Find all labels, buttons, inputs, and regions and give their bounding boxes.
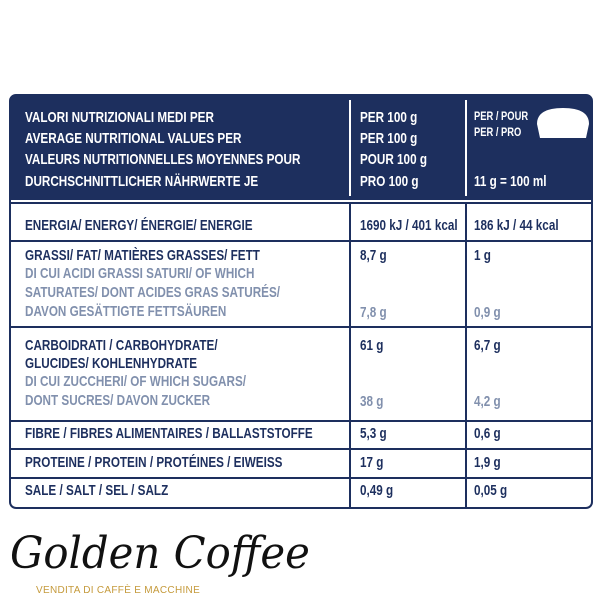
header-unit: PRO 100 g [360,173,419,190]
header-label: VALEURS NUTRITIONNELLES MOYENNES POUR [25,151,301,168]
header-unit: PER 100 g [360,109,418,126]
sub-nutrient-label: DI CUI ACIDI GRASSI SATURI/ OF WHICH [25,265,255,282]
nutrient-label: ENERGIA/ ENERGY/ ÉNERGIE/ ENERGIE [25,217,253,234]
sub-value-per-portion: 0,9 g [474,304,501,321]
value-per-portion: 0,6 g [474,425,501,442]
value-per-portion: 1,9 g [474,454,501,471]
nutrient-label: SALE / SALT / SEL / SALZ [25,482,169,499]
header-label: VALORI NUTRIZIONALI MEDI PER [25,109,214,126]
header-unit: PER 100 g [360,130,418,147]
sub-value-per-100g: 38 g [360,393,384,410]
nutrient-label: FIBRE / FIBRES ALIMENTAIRES / BALLASTSTO… [25,425,313,442]
logo-tagline: VENDITA DI CAFFÈ E MACCHINE [36,585,201,596]
nutrient-label: GLUCIDES/ KOHLENHYDRATE [25,355,198,372]
header-label: AVERAGE NUTRITIONAL VALUES PER [25,130,242,147]
value-per-portion: 0,05 g [474,482,508,499]
value-per-100g: 0,49 g [360,482,394,499]
value-per-portion: 6,7 g [474,337,501,354]
value-per-100g: 17 g [360,454,384,471]
sub-nutrient-label: DI CUI ZUCCHERI/ OF WHICH SUGARS/ [25,373,247,390]
sub-value-per-100g: 7,8 g [360,304,387,321]
value-per-100g: 5,3 g [360,425,387,442]
header-band [10,95,592,200]
sub-nutrient-label: DAVON GESÄTTIGTE FETTSÄUREN [25,303,227,320]
value-per-100g: 1690 kJ / 401 kcal [360,217,458,234]
value-per-portion: 186 kJ / 44 kcal [474,217,559,234]
value-per-portion: 1 g [474,247,491,264]
header-portion: PER / POUR [474,109,529,123]
nutrient-label: PROTEINE / PROTEIN / PROTÉINES / EIWEISS [25,454,283,471]
header-portion: 11 g = 100 ml [474,173,547,190]
sub-nutrient-label: SATURATES/ DONT ACIDES GRAS SATURÉS/ [25,284,281,301]
capsule-icon [537,108,589,138]
logo: Golden Coffee [10,528,310,579]
row-dividers [10,240,592,479]
value-per-100g: 61 g [360,337,384,354]
sub-nutrient-label: DONT SUCRES/ DAVON ZUCKER [25,392,211,409]
header-label: DURCHSCHNITTLICHER NÄHRWERTE JE [25,173,259,190]
header-unit: POUR 100 g [360,151,427,168]
nutrient-label: CARBOIDRATI / CARBOHYDRATE/ [25,337,218,354]
nutrient-label: GRASSI/ FAT/ MATIÈRES GRASSES/ FETT [25,247,260,264]
value-per-100g: 8,7 g [360,247,387,264]
header-portion: PER / PRO [474,125,522,139]
sub-value-per-portion: 4,2 g [474,393,501,410]
